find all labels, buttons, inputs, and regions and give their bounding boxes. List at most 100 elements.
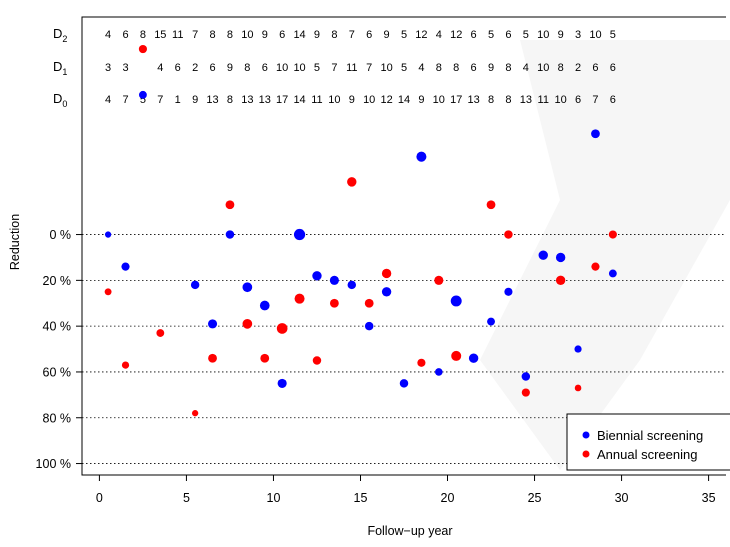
biennial-point xyxy=(450,295,462,307)
annual-point xyxy=(294,293,305,304)
count-value: 13 xyxy=(520,94,532,106)
x-axis-title: Follow−up year xyxy=(367,524,452,538)
count-value: 1 xyxy=(175,94,181,106)
count-value: 8 xyxy=(227,29,233,41)
annual-point xyxy=(156,329,165,337)
count-value: 6 xyxy=(279,29,285,41)
count-value: 9 xyxy=(314,29,320,41)
data-points xyxy=(104,44,617,417)
annual-point xyxy=(242,319,253,329)
annual-point xyxy=(208,353,217,363)
legend-box xyxy=(566,413,730,471)
biennial-point xyxy=(555,252,566,263)
biennial-point xyxy=(277,378,287,388)
annual-point xyxy=(312,356,322,365)
count-value: 9 xyxy=(227,62,233,74)
biennial-point xyxy=(538,250,548,260)
count-value: 14 xyxy=(293,29,305,41)
annual-point xyxy=(521,388,530,397)
annual-point xyxy=(364,298,374,308)
count-value: 13 xyxy=(259,94,271,106)
x-tick-label: 5 xyxy=(183,491,190,505)
biennial-point xyxy=(487,317,495,326)
x-tick-label: 10 xyxy=(267,491,281,505)
count-value: 4 xyxy=(105,94,111,106)
count-value: 6 xyxy=(122,29,128,41)
y-tick-label: 80 % xyxy=(43,411,72,425)
count-value: 11 xyxy=(538,94,549,106)
count-value: 11 xyxy=(311,94,322,106)
biennial-point xyxy=(347,280,357,290)
count-value: 10 xyxy=(363,94,375,106)
count-value: 3 xyxy=(575,29,581,41)
count-value: 9 xyxy=(384,29,390,41)
biennial-point xyxy=(521,372,531,381)
count-value: 6 xyxy=(592,62,598,74)
count-value: 7 xyxy=(592,94,598,106)
count-value: 11 xyxy=(172,29,183,41)
count-value: 12 xyxy=(380,94,392,106)
biennial-point xyxy=(190,280,200,290)
biennial-point xyxy=(207,319,218,329)
annual-point xyxy=(329,298,339,308)
annual-point xyxy=(191,410,199,417)
count-value: 4 xyxy=(157,62,163,74)
count-value: 5 xyxy=(401,29,407,41)
count-value: 14 xyxy=(293,94,305,106)
count-value: 5 xyxy=(488,29,494,41)
legend-label-biennial: Biennial screening xyxy=(597,428,703,443)
x-tick-label: 15 xyxy=(354,491,368,505)
count-value: 8 xyxy=(488,94,494,106)
count-value: 7 xyxy=(157,94,163,106)
y-tick-label: 100 % xyxy=(36,457,71,471)
count-value: 8 xyxy=(140,29,146,41)
count-value: 7 xyxy=(349,29,355,41)
biennial-point xyxy=(104,231,112,238)
count-value: 10 xyxy=(555,94,567,106)
annual-point xyxy=(381,268,392,279)
annual-point xyxy=(555,275,566,286)
count-table: D2 4 6 8 15 11 7 8 8 10 9 6 14 9 8 7 6 9 5 12 4 12 6 5 6 5 10 9 3 10 5… xyxy=(53,26,616,109)
count-value: 7 xyxy=(366,62,372,74)
legend-label-annual: Annual screening xyxy=(597,447,697,462)
count-value: 10 xyxy=(380,62,392,74)
count-value: 10 xyxy=(241,29,253,41)
biennial-point xyxy=(608,269,617,278)
count-value: 8 xyxy=(505,62,511,74)
count-value: 6 xyxy=(610,62,616,74)
count-value: 10 xyxy=(293,62,305,74)
biennial-point xyxy=(242,282,253,293)
axes: 0 %20 %40 %60 %80 %100 %0 5 10 15 20 25 30 35 xyxy=(36,16,726,505)
count-value: 6 xyxy=(175,62,181,74)
annual-point xyxy=(138,44,147,54)
count-value: 4 xyxy=(523,62,529,74)
count-value: 17 xyxy=(450,94,462,106)
y-axis-title: Reduction xyxy=(8,214,22,270)
count-row-subscript: 2 xyxy=(62,34,67,44)
count-row-subscript: 0 xyxy=(62,99,67,109)
count-value: 8 xyxy=(505,94,511,106)
count-value: 9 xyxy=(488,62,494,74)
count-value: 3 xyxy=(122,62,128,74)
annual-point xyxy=(276,323,288,334)
count-value: 10 xyxy=(589,29,601,41)
background-watermark xyxy=(480,40,730,470)
count-value: 9 xyxy=(262,29,268,41)
count-value: 8 xyxy=(558,62,564,74)
count-value: 11 xyxy=(346,62,357,74)
count-row-label: D0 xyxy=(53,91,67,109)
biennial-point xyxy=(574,345,582,353)
count-value: 9 xyxy=(192,94,198,106)
count-value: 10 xyxy=(433,94,445,106)
count-value: 10 xyxy=(328,94,340,106)
count-value: 13 xyxy=(206,94,218,106)
annual-point xyxy=(608,230,617,239)
y-tick-label: 40 % xyxy=(43,320,72,334)
legend: Biennial screening Annual screening xyxy=(566,413,730,471)
count-row-label: D1 xyxy=(53,59,67,77)
count-value: 12 xyxy=(415,29,427,41)
biennial-point xyxy=(416,151,427,162)
count-value: 10 xyxy=(276,62,288,74)
legend-marker-biennial xyxy=(582,431,590,439)
count-value: 9 xyxy=(418,94,424,106)
